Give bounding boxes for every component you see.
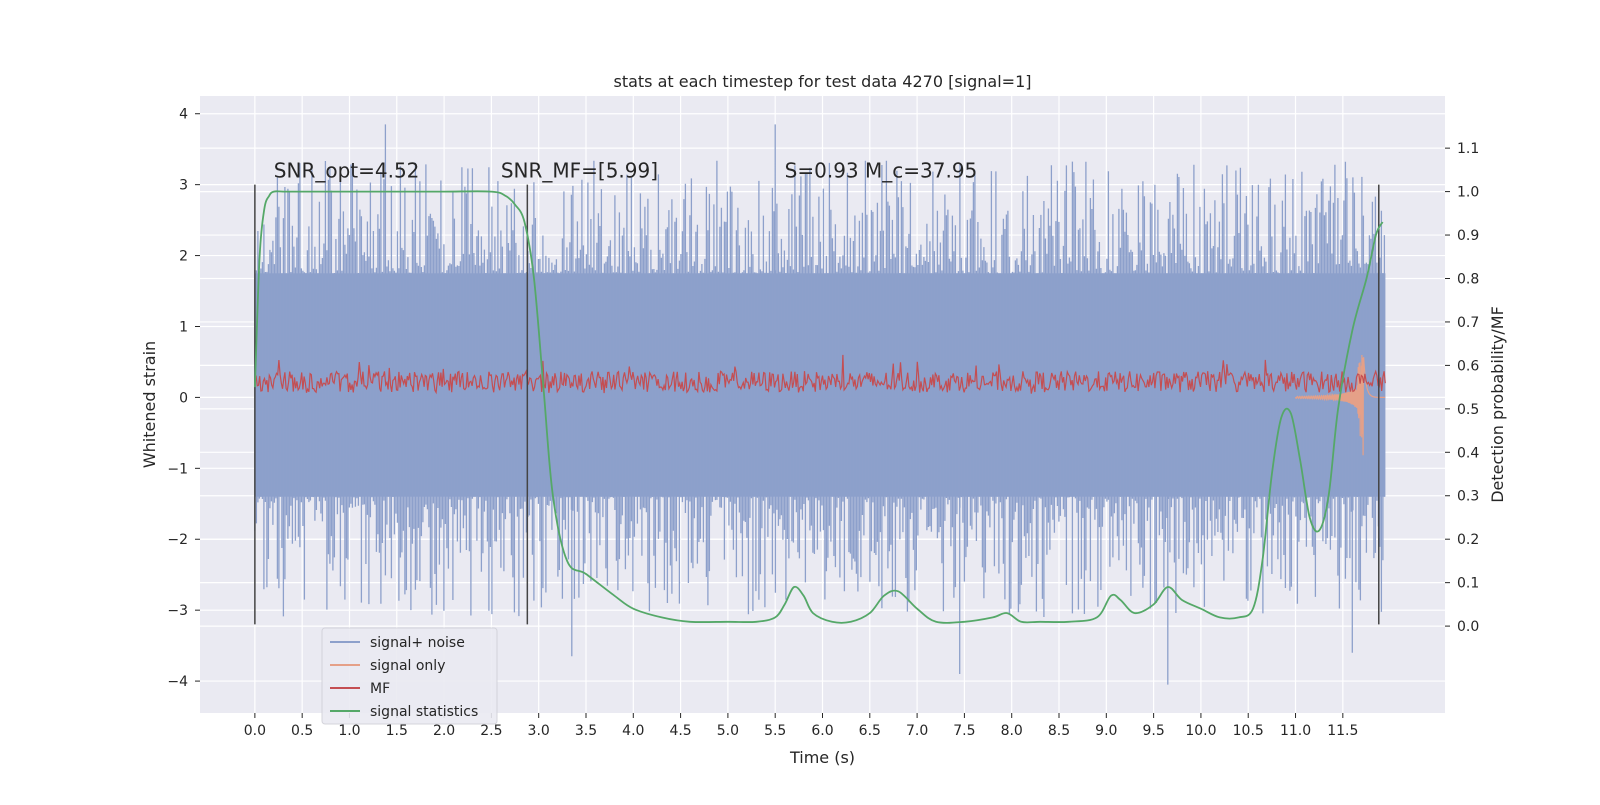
- y-tick-label: 1: [179, 319, 188, 335]
- legend-label: MF: [370, 681, 390, 697]
- y-right-tick-label: 0.8: [1457, 271, 1479, 287]
- x-axis-title: Time (s): [789, 748, 855, 767]
- annotation-text: SNR_opt=4.52: [274, 159, 420, 183]
- x-tick-label: 8.0: [1001, 723, 1023, 739]
- y-right-tick-label: 0.9: [1457, 228, 1479, 244]
- x-tick-label: 1.0: [338, 723, 360, 739]
- mf-line: [254, 354, 1386, 395]
- y-right-axis-title: Detection probability/MF: [1488, 306, 1507, 503]
- y-tick-label: 2: [179, 249, 188, 265]
- annotation-text: S=0.93 M_c=37.95: [785, 159, 978, 183]
- y-tick-label: −3: [167, 603, 188, 619]
- x-tick-label: 0.5: [291, 723, 313, 739]
- x-tick-label: 2.5: [480, 723, 502, 739]
- x-tick-label: 4.5: [669, 723, 691, 739]
- y-tick-label: −4: [167, 674, 188, 690]
- x-tick-label: 5.0: [717, 723, 739, 739]
- legend-label: signal only: [370, 658, 445, 674]
- legend-box: [321, 627, 498, 725]
- x-tick-label: 0.0: [244, 723, 266, 739]
- y-right-tick-label: 0.2: [1457, 532, 1479, 548]
- x-tick-label: 4.0: [622, 723, 644, 739]
- legend: signal+ noise signal only MF signal statist…: [321, 627, 498, 725]
- axes: 0.0 0.5 1.0 1.5 2.0 2.5 3.0 3.5 4.0 4.5 5.0 5.5 6.0 6…: [167, 107, 1479, 739]
- y-right-tick-label: 1.0: [1457, 185, 1479, 201]
- signal-statistics-line: [254, 190, 1384, 624]
- x-tick-label: 7.5: [953, 723, 975, 739]
- x-tick-label: 9.0: [1095, 723, 1117, 739]
- y-right-tick-label: 0.6: [1457, 358, 1479, 374]
- y-tick-label: 3: [179, 178, 188, 194]
- x-tick-label: 5.5: [764, 723, 786, 739]
- y-right-tick-label: 0.4: [1457, 445, 1479, 461]
- x-tick-label: 11.5: [1327, 723, 1358, 739]
- y-axis-title: Whitened strain: [140, 341, 159, 468]
- legend-label: signal+ noise: [370, 635, 465, 651]
- x-tick-label: 10.0: [1185, 723, 1216, 739]
- x-tick-label: 3.0: [528, 723, 550, 739]
- x-tick-label: 7.0: [906, 723, 928, 739]
- y-right-tick-label: 0.3: [1457, 489, 1479, 505]
- x-tick-label: 9.5: [1142, 723, 1164, 739]
- x-tick-label: 2.0: [433, 723, 455, 739]
- y-right-tick-label: 0.7: [1457, 315, 1479, 331]
- y-tick-label: 4: [179, 107, 188, 123]
- y-tick-label: 0: [179, 390, 188, 406]
- y-tick-label: −1: [167, 461, 188, 477]
- signal-only-line: [1294, 354, 1386, 456]
- y-right-tick-label: 0.5: [1457, 402, 1479, 418]
- x-tick-label: 3.5: [575, 723, 597, 739]
- annotations: SNR_opt=4.52 SNR_MF=[5.99] S=0.93 M_c=37.9…: [274, 159, 977, 183]
- x-tick-label: 10.5: [1233, 723, 1264, 739]
- x-tick-label: 11.0: [1280, 723, 1311, 739]
- legend-label: signal statistics: [370, 704, 478, 720]
- data-series: [254, 124, 1386, 685]
- y-right-tick-label: 1.1: [1457, 141, 1479, 157]
- y-tick-label: −2: [167, 532, 188, 548]
- annotation-text: SNR_MF=[5.99]: [501, 159, 658, 183]
- x-tick-label: 6.5: [859, 723, 881, 739]
- y-right-tick-label: 0.1: [1457, 576, 1479, 592]
- chart-title: stats at each timestep for test data 427…: [613, 72, 1031, 91]
- x-tick-label: 6.0: [811, 723, 833, 739]
- y-right-tick-label: 0.0: [1457, 619, 1479, 635]
- x-tick-label: 1.5: [386, 723, 408, 739]
- x-tick-label: 8.5: [1048, 723, 1070, 739]
